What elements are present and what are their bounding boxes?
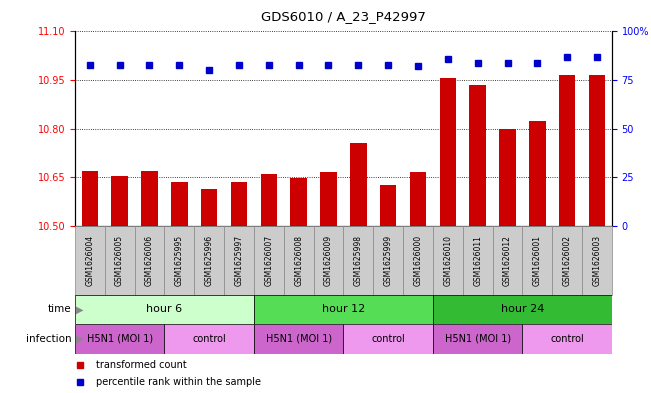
Bar	[81, 171, 98, 226]
Text: transformed count: transformed count	[96, 360, 187, 370]
Text: H5N1 (MOI 1): H5N1 (MOI 1)	[87, 334, 153, 344]
Bar	[224, 226, 254, 295]
Text: GDS6010 / A_23_P42997: GDS6010 / A_23_P42997	[261, 10, 426, 23]
Bar	[75, 226, 105, 295]
Text: GSM1626009: GSM1626009	[324, 235, 333, 286]
Bar	[469, 85, 486, 226]
Bar	[463, 226, 493, 295]
Bar	[164, 324, 254, 354]
Text: control: control	[371, 334, 405, 344]
Text: H5N1 (MOI 1): H5N1 (MOI 1)	[445, 334, 511, 344]
Bar	[164, 226, 194, 295]
Text: GSM1626008: GSM1626008	[294, 235, 303, 286]
Text: GSM1625996: GSM1625996	[204, 235, 214, 286]
Bar	[194, 226, 224, 295]
Text: GSM1625998: GSM1625998	[354, 235, 363, 286]
Bar	[75, 295, 254, 324]
Bar	[284, 226, 314, 295]
Text: GSM1625999: GSM1625999	[383, 235, 393, 286]
Bar	[522, 324, 612, 354]
Bar	[254, 295, 433, 324]
Bar	[439, 79, 456, 226]
Bar	[380, 185, 396, 226]
Bar	[344, 226, 373, 295]
Bar	[522, 226, 552, 295]
Bar	[552, 226, 582, 295]
Text: hour 6: hour 6	[146, 305, 182, 314]
Bar	[141, 171, 158, 226]
Bar	[105, 226, 135, 295]
Bar	[75, 324, 164, 354]
Text: GSM1626004: GSM1626004	[85, 235, 94, 286]
Text: control: control	[192, 334, 226, 344]
Bar	[433, 295, 612, 324]
Text: GSM1626003: GSM1626003	[592, 235, 602, 286]
Bar	[344, 324, 433, 354]
Bar	[111, 176, 128, 226]
Text: infection: infection	[26, 334, 72, 344]
Text: GSM1626000: GSM1626000	[413, 235, 422, 286]
Bar	[320, 173, 337, 226]
Text: GSM1626011: GSM1626011	[473, 235, 482, 286]
Text: GSM1626007: GSM1626007	[264, 235, 273, 286]
Bar	[254, 226, 284, 295]
Bar	[260, 174, 277, 226]
Bar	[230, 182, 247, 226]
Bar	[171, 182, 187, 226]
Text: GSM1626005: GSM1626005	[115, 235, 124, 286]
Text: GSM1626010: GSM1626010	[443, 235, 452, 286]
Text: GSM1626006: GSM1626006	[145, 235, 154, 286]
Text: H5N1 (MOI 1): H5N1 (MOI 1)	[266, 334, 332, 344]
Bar	[373, 226, 403, 295]
Bar	[433, 226, 463, 295]
Bar	[559, 75, 575, 226]
Bar	[582, 226, 612, 295]
Bar	[403, 226, 433, 295]
Text: GSM1625995: GSM1625995	[175, 235, 184, 286]
Text: GSM1626002: GSM1626002	[562, 235, 572, 286]
Text: percentile rank within the sample: percentile rank within the sample	[96, 377, 261, 387]
Bar	[499, 129, 516, 226]
Text: GSM1625997: GSM1625997	[234, 235, 243, 286]
Bar	[350, 143, 367, 226]
Bar	[314, 226, 344, 295]
Bar	[493, 226, 522, 295]
Text: ▶: ▶	[76, 334, 83, 344]
Bar	[589, 75, 605, 226]
Bar	[433, 324, 522, 354]
Text: GSM1626012: GSM1626012	[503, 235, 512, 286]
Text: time: time	[48, 305, 72, 314]
Bar	[135, 226, 165, 295]
Text: GSM1626001: GSM1626001	[533, 235, 542, 286]
Bar	[254, 324, 344, 354]
Text: hour 12: hour 12	[322, 305, 365, 314]
Text: ▶: ▶	[76, 305, 83, 314]
Text: control: control	[550, 334, 584, 344]
Text: hour 24: hour 24	[501, 305, 544, 314]
Bar	[201, 189, 217, 226]
Bar	[290, 178, 307, 226]
Bar	[409, 173, 426, 226]
Bar	[529, 121, 546, 226]
